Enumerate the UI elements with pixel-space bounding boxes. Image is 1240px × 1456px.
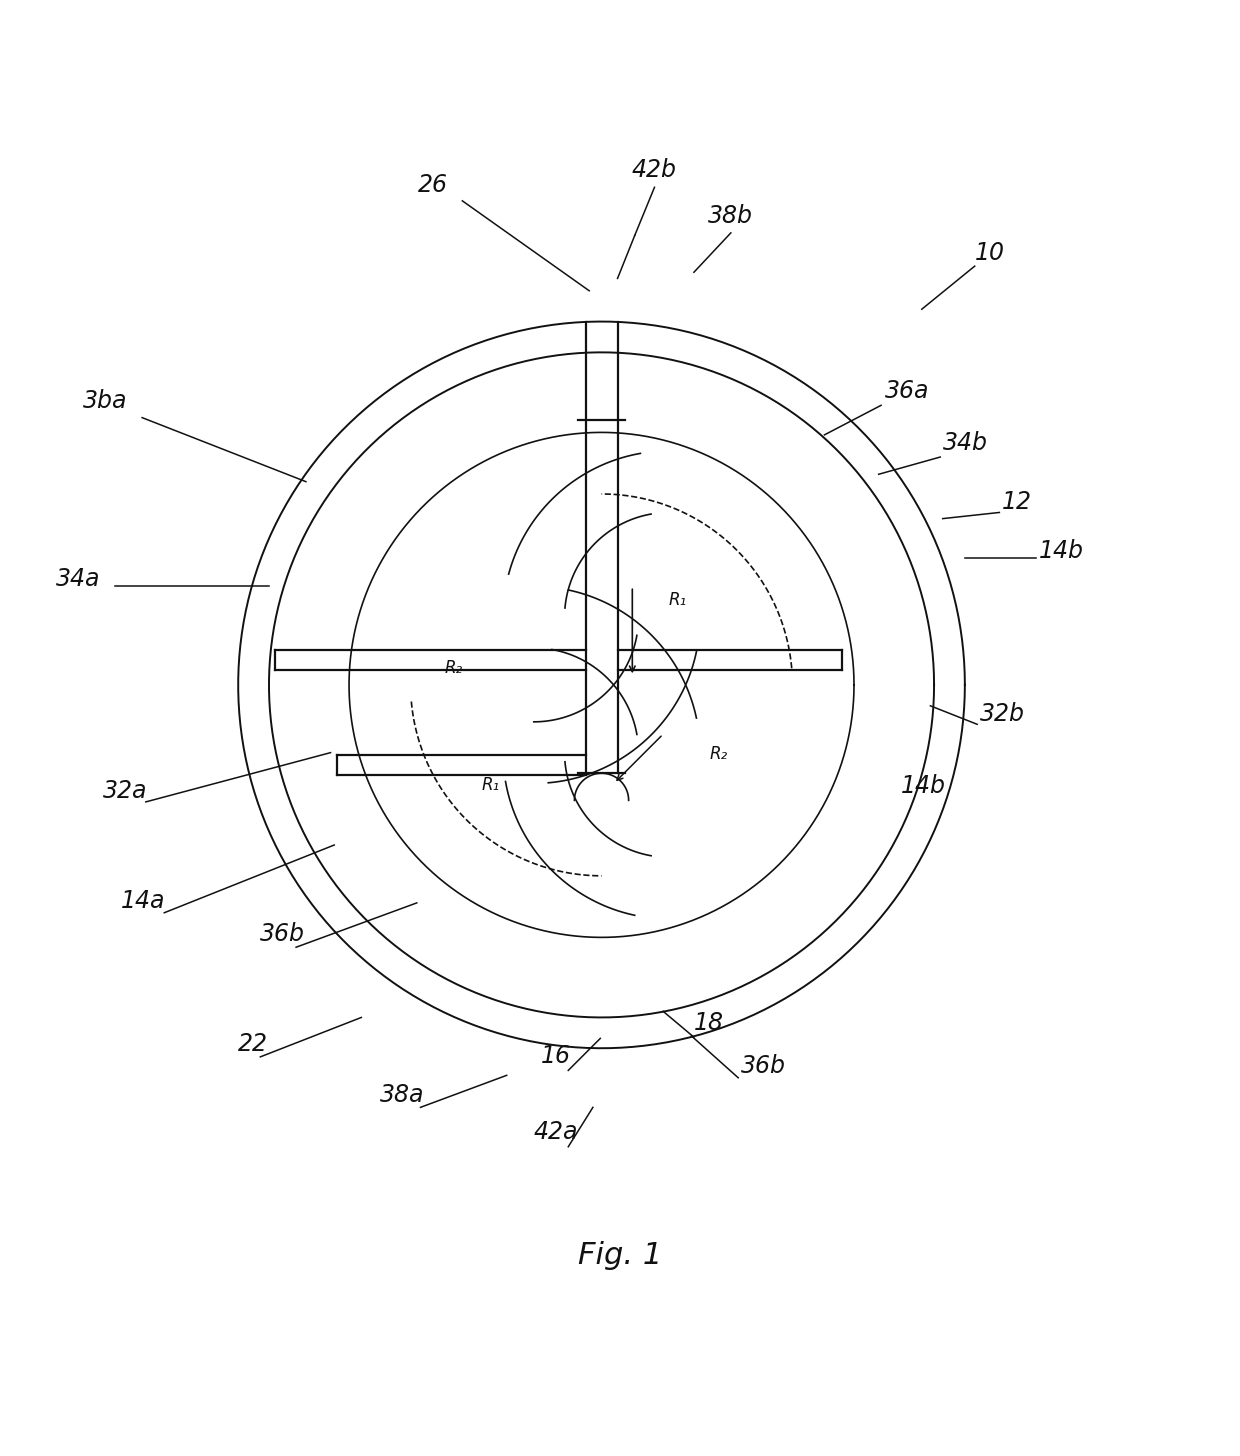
- Text: 34a: 34a: [56, 568, 100, 591]
- Text: 3ba: 3ba: [83, 389, 128, 412]
- Text: 16: 16: [541, 1044, 570, 1069]
- Text: 18: 18: [693, 1010, 724, 1035]
- Text: 42b: 42b: [632, 159, 677, 182]
- Text: 22: 22: [238, 1032, 268, 1056]
- Text: Fig. 1: Fig. 1: [578, 1241, 662, 1270]
- Text: 38b: 38b: [708, 204, 754, 229]
- Text: 36b: 36b: [740, 1054, 786, 1077]
- Text: 42a: 42a: [533, 1120, 578, 1144]
- Text: 14b: 14b: [1039, 539, 1084, 563]
- Text: 32b: 32b: [980, 702, 1024, 725]
- Text: 10: 10: [975, 240, 1004, 265]
- Text: 14b: 14b: [900, 775, 946, 798]
- Text: R₁: R₁: [668, 591, 687, 609]
- Text: 38a: 38a: [379, 1083, 424, 1108]
- Text: R₂: R₂: [445, 658, 463, 677]
- Text: 26: 26: [418, 173, 448, 197]
- Text: 34b: 34b: [942, 431, 988, 454]
- Text: 32a: 32a: [103, 779, 148, 804]
- Text: 12: 12: [1002, 489, 1032, 514]
- Text: 14a: 14a: [122, 888, 166, 913]
- Text: R₂: R₂: [709, 745, 728, 763]
- Text: R₁: R₁: [481, 776, 500, 794]
- Text: 36a: 36a: [885, 379, 929, 403]
- Text: 36b: 36b: [260, 922, 305, 946]
